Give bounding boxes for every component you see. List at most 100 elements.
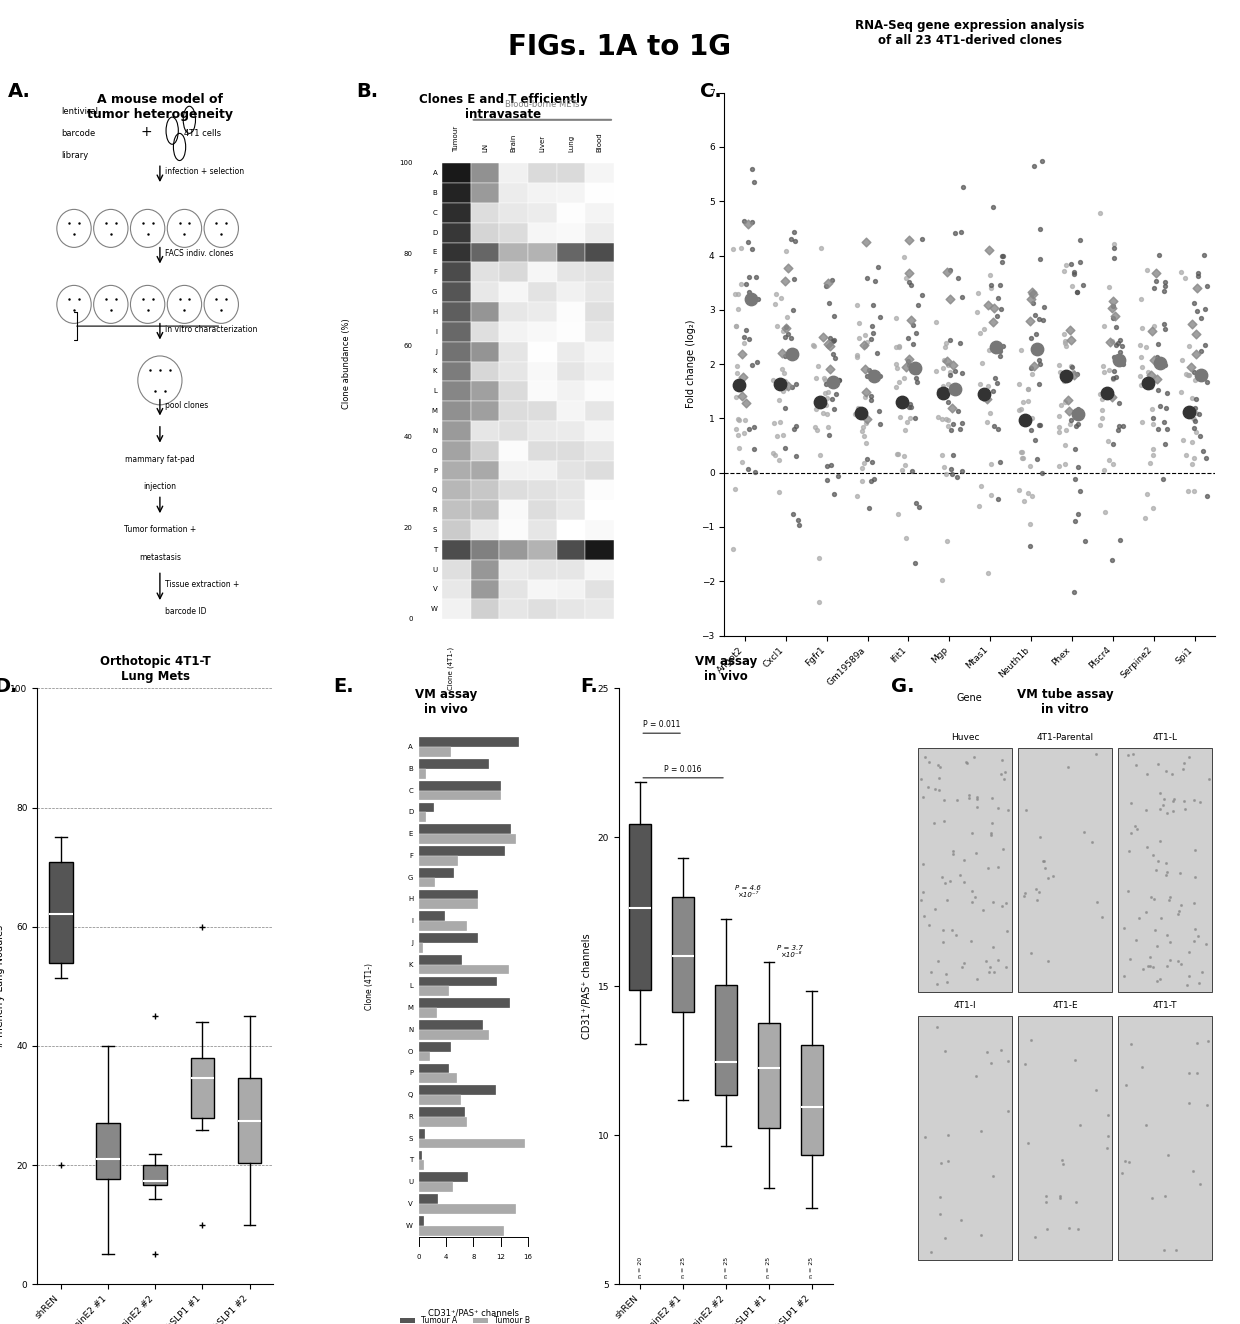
Point <box>1142 1188 1162 1209</box>
Point <box>1149 830 1169 851</box>
Point <box>885 307 905 328</box>
Bar <box>443 441 471 461</box>
Text: G: G <box>432 289 438 295</box>
Point <box>744 171 764 192</box>
Point <box>1055 391 1075 412</box>
Bar <box>471 242 500 262</box>
Text: V: V <box>408 1201 413 1207</box>
Point <box>982 485 1002 506</box>
Text: D: D <box>432 229 438 236</box>
Point <box>1012 441 1032 462</box>
Point <box>1184 361 1204 383</box>
Text: pool clones: pool clones <box>165 401 208 409</box>
Bar <box>471 361 500 381</box>
Point <box>919 752 939 773</box>
Bar <box>557 421 585 441</box>
Bar <box>500 183 528 203</box>
Point <box>774 380 794 401</box>
Point <box>950 332 970 354</box>
Bar <box>419 747 450 757</box>
Point <box>1055 434 1075 455</box>
Text: 80: 80 <box>404 252 413 257</box>
Y-axis label: Fold change (log₂): Fold change (log₂) <box>686 320 696 408</box>
Bar <box>471 342 500 361</box>
Point <box>998 800 1018 821</box>
Point <box>911 285 931 306</box>
Text: C: C <box>433 209 438 216</box>
Point <box>967 788 987 809</box>
Text: P = 3.7
×10⁻⁸: P = 3.7 ×10⁻⁸ <box>777 944 804 957</box>
Bar <box>500 262 528 282</box>
Point <box>1163 790 1183 812</box>
Point <box>1049 417 1069 438</box>
Point <box>1104 290 1123 311</box>
Point <box>1179 965 1199 986</box>
Bar <box>528 500 557 520</box>
Point <box>735 409 755 430</box>
Point <box>1022 289 1042 310</box>
Point <box>1153 469 1173 490</box>
Point <box>1083 831 1102 853</box>
Text: T: T <box>433 547 438 553</box>
Bar <box>419 878 435 887</box>
Point <box>1064 261 1084 282</box>
Point <box>952 363 972 384</box>
Bar <box>528 282 557 302</box>
Bar <box>419 855 459 866</box>
Point <box>1197 486 1216 507</box>
Point <box>729 409 749 430</box>
Point <box>942 463 962 485</box>
Point <box>929 767 949 788</box>
Point <box>742 159 761 180</box>
Point <box>983 196 1003 217</box>
Point <box>861 328 880 350</box>
Point <box>1118 880 1138 902</box>
Point <box>766 425 786 446</box>
Point <box>1035 858 1055 879</box>
Point <box>867 343 887 364</box>
Point <box>1184 481 1204 502</box>
Point <box>810 389 830 410</box>
Point <box>919 915 939 936</box>
Point <box>770 373 790 395</box>
Point <box>1018 379 1038 400</box>
Point <box>1109 332 1128 354</box>
Point <box>1179 364 1199 385</box>
Point <box>935 1227 955 1249</box>
Text: Blood: Blood <box>596 132 603 152</box>
Point <box>856 335 875 356</box>
Bar <box>471 163 500 183</box>
Point <box>1141 887 1161 908</box>
Point <box>1024 305 1044 326</box>
Point <box>764 369 784 391</box>
Point <box>1087 891 1107 912</box>
Point <box>1172 261 1192 282</box>
Point <box>1157 862 1177 883</box>
Point <box>724 479 744 500</box>
Text: F.: F. <box>580 677 598 695</box>
Point <box>1138 372 1158 393</box>
Point <box>764 413 784 434</box>
Point <box>903 314 923 335</box>
Point <box>1092 408 1112 429</box>
Point <box>784 503 804 524</box>
Point <box>728 409 748 430</box>
Bar <box>585 441 614 461</box>
Point <box>1131 347 1151 368</box>
Point <box>853 402 873 424</box>
Bar <box>419 986 449 996</box>
Point <box>937 261 957 282</box>
Point <box>1065 510 1085 531</box>
Point <box>928 406 947 428</box>
Point <box>1176 445 1195 466</box>
Point <box>1179 747 1199 768</box>
Point <box>818 381 838 402</box>
PathPatch shape <box>97 1123 120 1178</box>
Point <box>825 305 844 326</box>
Point <box>730 273 750 294</box>
Bar <box>557 580 585 600</box>
Point <box>1184 448 1204 469</box>
Point <box>805 336 825 357</box>
Point <box>775 437 795 458</box>
Bar <box>443 540 471 560</box>
